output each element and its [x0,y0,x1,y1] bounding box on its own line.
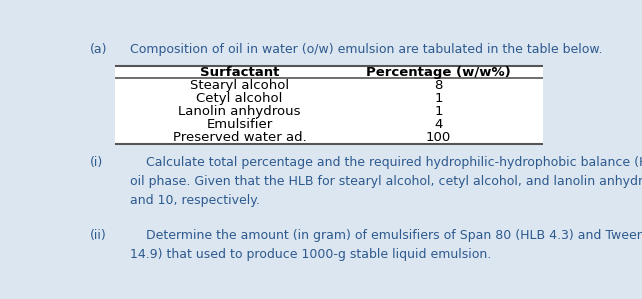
Text: Calculate total percentage and the required hydrophilic-hydrophobic balance (HLB: Calculate total percentage and the requi… [130,155,642,207]
Text: (a): (a) [90,43,108,56]
Text: Lanolin anhydrous: Lanolin anhydrous [178,105,300,118]
Text: 100: 100 [426,131,451,144]
Text: Composition of oil in water (o/w) emulsion are tabulated in the table below.: Composition of oil in water (o/w) emulsi… [130,43,602,56]
Text: 1: 1 [434,105,443,118]
Text: Stearyl alcohol: Stearyl alcohol [190,79,289,91]
FancyBboxPatch shape [115,66,543,144]
Text: Emulsifier: Emulsifier [206,118,273,131]
Text: Determine the amount (in gram) of emulsifiers of Span 80 (HLB 4.3) and Tween 60 : Determine the amount (in gram) of emulsi… [130,229,642,261]
Text: Preserved water ad.: Preserved water ad. [173,131,306,144]
Text: (i): (i) [90,155,103,169]
Text: 1: 1 [434,92,443,105]
Text: Cetyl alcohol: Cetyl alcohol [196,92,282,105]
Text: (ii): (ii) [90,229,107,242]
Text: 4: 4 [434,118,443,131]
Text: Surfactant: Surfactant [200,66,279,79]
Text: 8: 8 [434,79,443,91]
Text: Percentage (w/w%): Percentage (w/w%) [366,66,511,79]
